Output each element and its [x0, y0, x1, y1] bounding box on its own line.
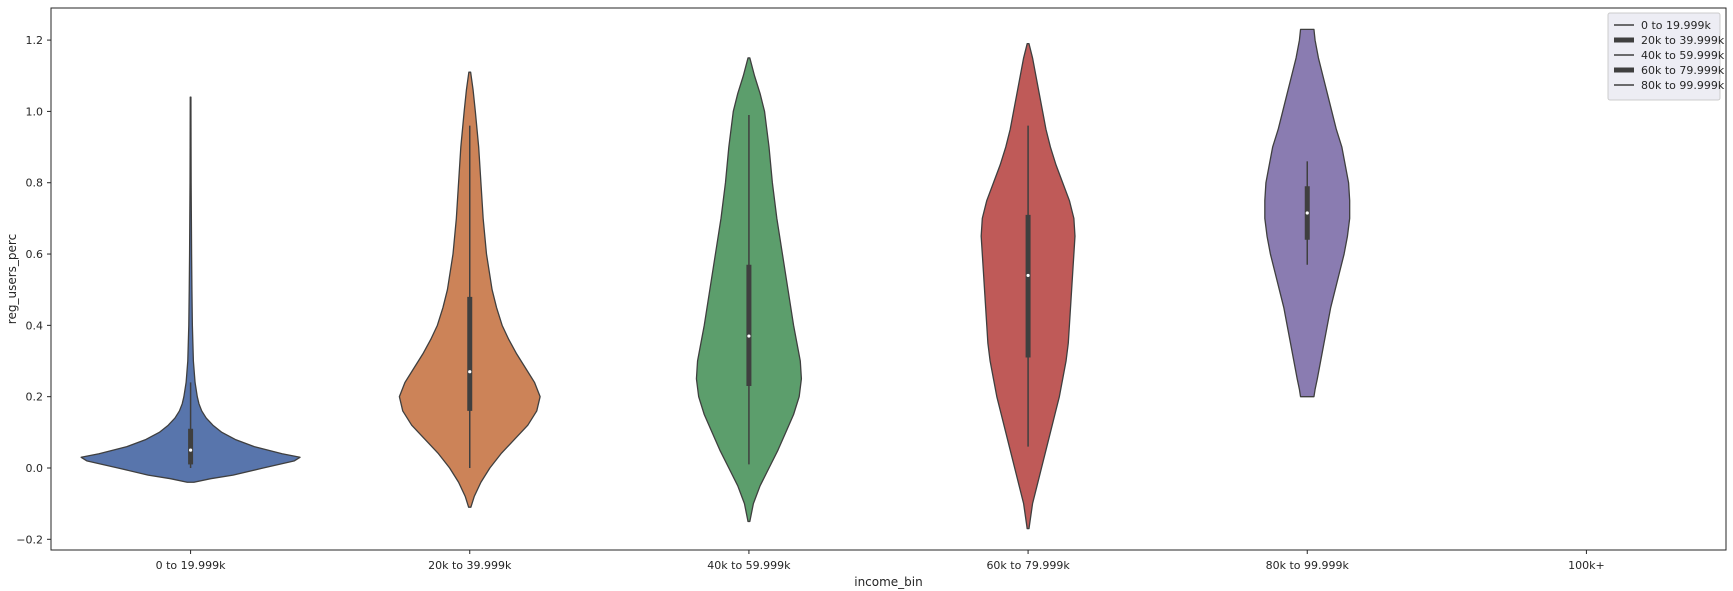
- y-tick-label: 1.2: [26, 34, 44, 47]
- legend: 0 to 19.999k 20k to 39.999k 40k to 59.999k…: [1607, 12, 1725, 101]
- legend-label: 60k to 79.999k: [1641, 64, 1725, 77]
- y-tick-label: −0.2: [16, 533, 43, 546]
- y-tick-label: 0.6: [26, 248, 44, 261]
- y-tick-label: 1.0: [26, 105, 44, 118]
- x-tick-label: 40k to 59.999k: [707, 559, 791, 572]
- y-axis-ticks: −0.2 0.0 0.2 0.4 0.6 0.8 1.0 1.2: [16, 34, 51, 546]
- x-tick-label: 20k to 39.999k: [428, 559, 512, 572]
- violin-median-point: [468, 370, 472, 374]
- x-axis-label: income_bin: [854, 575, 923, 589]
- x-tick-label: 80k to 99.999k: [1266, 559, 1350, 572]
- violin-layer: [80, 28, 1351, 530]
- y-tick-label: 0.8: [26, 177, 44, 190]
- violin-median-point: [1305, 211, 1309, 215]
- x-tick-label: 100k+: [1568, 559, 1605, 572]
- legend-label: 40k to 59.999k: [1641, 49, 1725, 62]
- legend-label: 0 to 19.999k: [1641, 19, 1712, 32]
- y-tick-label: 0.0: [26, 462, 44, 475]
- violin-median-point: [188, 448, 193, 452]
- violin-median-point: [1026, 273, 1030, 278]
- plot-frame: [50, 7, 1727, 551]
- x-tick-label: 0 to 19.999k: [156, 559, 227, 572]
- violin-body: [80, 96, 301, 483]
- y-tick-label: 0.2: [26, 391, 44, 404]
- legend-box: [1607, 12, 1721, 101]
- y-axis-label: reg_users_perc: [5, 234, 19, 324]
- x-axis-ticks: 0 to 19.999k 20k to 39.999k 40k to 59.999k…: [156, 550, 1605, 572]
- violin-median-point: [747, 334, 751, 338]
- y-tick-label: 0.4: [26, 319, 44, 332]
- x-tick-label: 60k to 79.999k: [986, 559, 1070, 572]
- legend-label: 20k to 39.999k: [1641, 34, 1725, 47]
- legend-label: 80k to 99.999k: [1641, 79, 1725, 92]
